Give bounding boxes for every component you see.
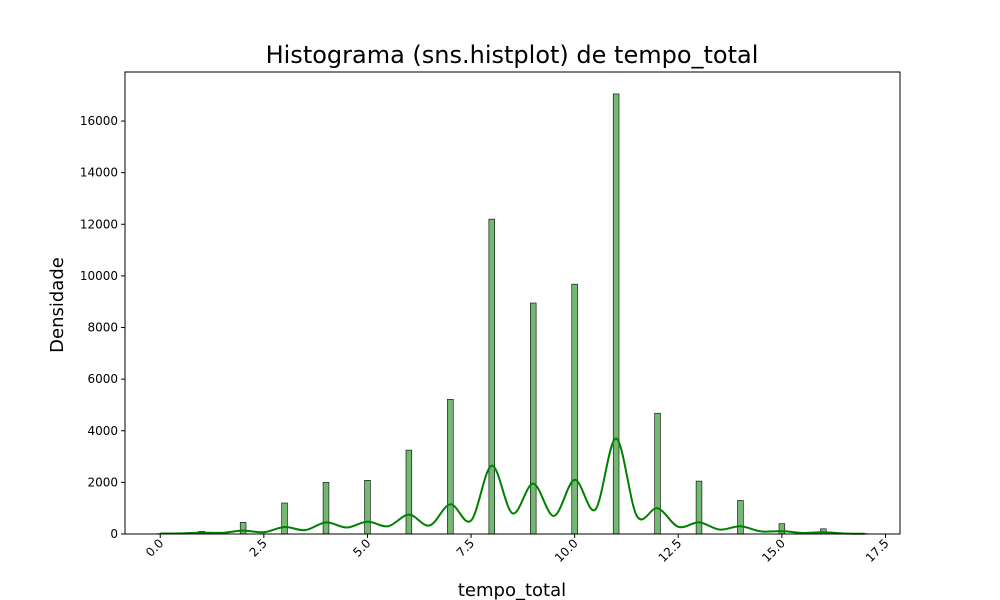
histogram-bar-3	[281, 502, 288, 535]
y-tick-label-4: 8000	[87, 321, 118, 335]
y-tick-label-5: 10000	[80, 269, 118, 283]
kde-curve	[160, 437, 865, 535]
histogram-bar-4	[322, 482, 330, 535]
x-axis-label: tempo_total	[458, 580, 566, 600]
y-tick-label-3: 6000	[87, 372, 118, 386]
y-axis: 0 2000 4000 6000 8000 10000 12000 14000 16000	[80, 114, 125, 541]
plot-frame	[124, 71, 901, 535]
histogram-bar-14	[737, 500, 744, 535]
chart-title: Histograma (sns.histplot) de tempo_total	[266, 41, 759, 69]
histogram-bar-13	[695, 480, 703, 535]
x-tick-label-6: 15.0	[759, 536, 788, 565]
kde-layer	[160, 437, 865, 535]
histogram-bar-9	[530, 302, 537, 535]
x-axis: 0.0 2.5 5.0 7.5 10.0 12.5 15.0 17.5	[143, 534, 892, 565]
y-tick-label-1: 2000	[87, 475, 118, 489]
x-tick-label-3: 7.5	[454, 536, 477, 559]
histogram-bar-8	[488, 218, 495, 535]
histogram-bar-2	[239, 522, 247, 535]
x-tick-label-0: 0.0	[143, 536, 166, 559]
histogram-bar-7	[447, 398, 454, 535]
x-tick-label-7: 17.5	[863, 536, 892, 565]
histogram-bar-10	[571, 283, 578, 535]
histogram-bar-11	[612, 93, 620, 535]
y-axis-label: Densidade	[47, 257, 68, 353]
x-tick-label-4: 10.0	[552, 536, 581, 565]
bars-layer	[157, 93, 868, 535]
histogram-bar-5	[364, 480, 371, 535]
y-tick-label-8: 16000	[80, 114, 118, 128]
x-tick-label-5: 12.5	[656, 536, 685, 565]
histogram-bar-12	[654, 412, 661, 535]
x-tick-label-1: 2.5	[247, 536, 270, 559]
y-tick-label-0: 0	[110, 527, 118, 541]
y-tick-label-2: 4000	[87, 424, 118, 438]
histogram-bar-15	[778, 523, 786, 535]
y-tick-label-7: 14000	[80, 166, 118, 180]
y-tick-label-6: 12000	[80, 217, 118, 231]
x-tick-label-2: 5.0	[350, 536, 373, 559]
histogram-bar-6	[405, 449, 413, 535]
